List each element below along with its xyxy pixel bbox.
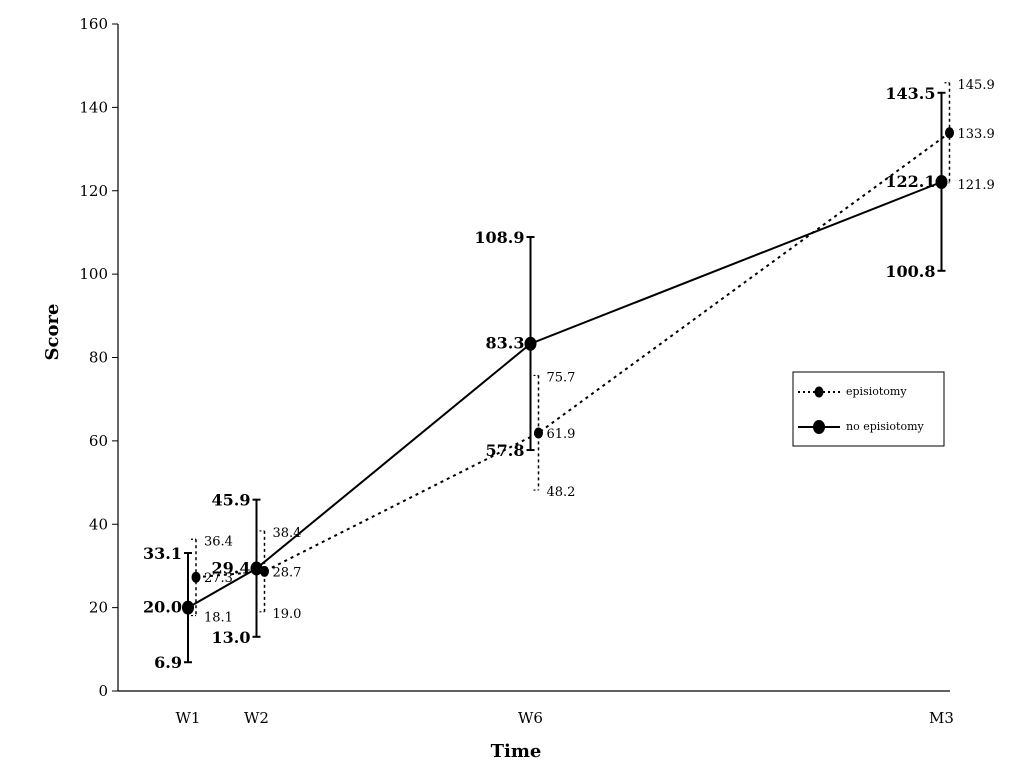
lower-label: 121.9 (958, 178, 995, 193)
data-point (182, 600, 194, 615)
series-layer (182, 82, 954, 664)
data-point (935, 174, 948, 189)
value-label: 27.3 (204, 571, 233, 586)
y-axis-title: Score (42, 304, 63, 361)
upper-label: 36.4 (204, 534, 233, 549)
y-tick-label: 160 (79, 15, 108, 33)
upper-label: 143.5 (885, 84, 935, 103)
upper-label: 45.9 (212, 491, 251, 510)
lower-label: 19.0 (273, 607, 302, 622)
y-tick-label: 140 (79, 98, 108, 116)
x-tick-label: W1 (176, 709, 201, 727)
value-label: 133.9 (958, 127, 995, 142)
y-tick-label: 20 (89, 599, 108, 617)
value-label: 83.3 (486, 334, 525, 353)
legend-episiotomy-label: episiotomy (846, 385, 907, 398)
upper-label: 38.4 (273, 526, 302, 541)
x-axis-title: Time (491, 741, 542, 762)
legend-no-episiotomy-marker (813, 420, 825, 434)
y-tick-label: 100 (79, 265, 108, 283)
y-tick-label: 40 (89, 515, 108, 533)
legend-episiotomy-marker (814, 386, 824, 398)
lower-label: 18.1 (204, 611, 233, 626)
lower-label: 57.8 (486, 441, 525, 460)
value-label: 61.9 (547, 427, 576, 442)
lower-label: 100.8 (885, 262, 935, 281)
series-line-1 (187, 181, 942, 609)
y-tick-label: 60 (89, 432, 108, 450)
y-tick-label: 80 (89, 349, 108, 367)
upper-label: 108.9 (474, 228, 524, 247)
x-tick-label: W6 (518, 709, 543, 727)
value-label: 20.0 (143, 598, 182, 617)
lower-label: 6.9 (154, 653, 182, 672)
value-label: 122.1 (885, 172, 935, 191)
upper-label: 145.9 (958, 78, 995, 93)
data-labels: 36.4 27.3 18.1 38.4 28.7 19.0 75.7 61.9 48.2 145.… (143, 78, 995, 672)
series-line-0 (195, 131, 951, 579)
upper-label: 33.1 (143, 544, 182, 563)
y-tick-label: 0 (98, 682, 108, 700)
x-tick-label: M3 (929, 709, 954, 727)
legend: episiotomy no episiotomy (792, 371, 945, 447)
axes: 0 20 40 60 80 100 120 140 160 W1 W2 W6 M3 (79, 15, 954, 727)
data-point (524, 336, 537, 351)
legend-no-episiotomy-label: no episiotomy (846, 420, 925, 433)
data-point (250, 561, 263, 576)
lower-label: 13.0 (212, 628, 251, 647)
legend-box (792, 371, 945, 447)
x-tick-label: W2 (244, 709, 269, 727)
y-tick-label: 120 (79, 182, 108, 200)
lower-label: 48.2 (547, 485, 576, 500)
data-point (534, 427, 543, 439)
data-point (945, 127, 954, 139)
value-label: 29.4 (212, 558, 251, 577)
upper-label: 75.7 (547, 370, 576, 385)
data-point (191, 571, 201, 583)
value-label: 28.7 (273, 565, 302, 580)
